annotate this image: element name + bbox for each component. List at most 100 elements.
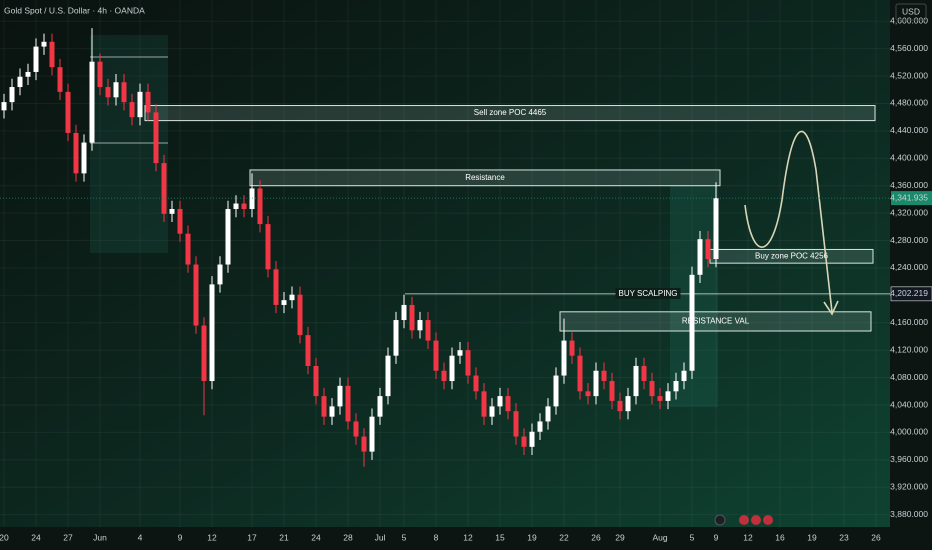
candle-body (553, 375, 559, 407)
candle-body (593, 370, 599, 397)
x-tick-label: 9 (714, 532, 719, 542)
x-tick-label: 28 (343, 532, 353, 542)
y-tick-label: 4,480.000 (890, 98, 928, 108)
x-tick-label: 4 (138, 532, 143, 542)
currency-box (895, 3, 927, 21)
candle-body (489, 406, 495, 417)
candle-body (329, 406, 335, 417)
y-tick-label: 3,960.000 (890, 454, 928, 464)
zone (249, 169, 721, 187)
y-tick-label: 4,160.000 (890, 317, 928, 327)
candle-body (569, 340, 575, 356)
candle-body (121, 82, 127, 103)
candle-body (257, 188, 263, 225)
candle-body (617, 400, 623, 412)
x-tick-label: 12 (207, 532, 217, 542)
zone (559, 311, 872, 332)
time-axis-bg (0, 527, 932, 550)
candle-body (265, 224, 271, 270)
candle-body (17, 76, 23, 88)
candle-body (185, 233, 191, 265)
candle-body (377, 396, 383, 417)
candle-body (497, 396, 503, 407)
candle-body (209, 284, 215, 382)
zone-label: RESISTANCE VAL (682, 317, 750, 326)
level-label-bg (615, 287, 681, 299)
x-tick-label: 29 (615, 532, 625, 542)
candle-body (49, 41, 55, 68)
price-marker-label: 4,202.219 (890, 288, 928, 298)
candle-body (481, 391, 487, 417)
candle-body (249, 188, 255, 210)
y-tick-label: 4,080.000 (890, 372, 928, 382)
chart-title: Gold Spot / U.S. Dollar · 4h · OANDA (4, 5, 145, 15)
level-label: BUY SCALPING (619, 289, 678, 298)
candle-body (161, 163, 167, 214)
y-tick-label: 3,920.000 (890, 482, 928, 492)
y-tick-label: 4,360.000 (890, 180, 928, 190)
candle-body (217, 264, 223, 285)
candle-body (361, 436, 367, 452)
projection-arrow (744, 130, 833, 313)
candle-body (281, 300, 287, 305)
zone-label: Resistance (465, 173, 505, 182)
candle-body (9, 87, 15, 103)
candle-body (353, 421, 359, 437)
event-icon[interactable] (739, 515, 749, 525)
y-tick-label: 4,560.000 (890, 43, 928, 53)
y-tick-label: 4,280.000 (890, 235, 928, 245)
candle-body (601, 370, 607, 382)
x-tick-label: 27 (63, 532, 73, 542)
candle-body (97, 61, 103, 88)
candle-body (193, 264, 199, 326)
candle-body (337, 385, 343, 407)
candle-body (129, 102, 135, 118)
price-marker-label: 4,341.935 (890, 192, 928, 202)
candle-body (665, 391, 671, 401)
candle-body (513, 411, 519, 437)
x-tick-label: 5 (402, 532, 407, 542)
y-tick-label: 4,400.000 (890, 153, 928, 163)
candle-body (369, 416, 375, 452)
event-icon[interactable] (751, 515, 761, 525)
candle-body (105, 87, 111, 98)
event-icon[interactable] (763, 515, 773, 525)
candle-body (33, 46, 39, 72)
candle-body (25, 71, 31, 77)
x-tick-label: 26 (871, 532, 881, 542)
candle-body (393, 320, 399, 356)
candle-body (233, 203, 239, 210)
candle-body (585, 391, 591, 397)
candle-body (385, 355, 391, 397)
candle-body (609, 381, 615, 401)
x-tick-label: Jun (93, 532, 107, 542)
x-tick-label: 24 (311, 532, 321, 542)
candle-body (521, 436, 527, 447)
x-tick-label: 19 (807, 532, 817, 542)
x-tick-label: 9 (178, 532, 183, 542)
price-marker-bg (890, 286, 932, 302)
candle-body (57, 67, 63, 92)
candle-body (313, 365, 319, 397)
candle-body (225, 209, 231, 265)
candle-body (465, 350, 471, 376)
candle-body (449, 355, 455, 382)
x-tick-label: 23 (839, 532, 849, 542)
candle-body (297, 294, 303, 336)
x-tick-label: 24 (31, 532, 41, 542)
candle-body (505, 396, 511, 412)
event-icon[interactable] (714, 514, 726, 526)
candle-body (425, 320, 431, 341)
candles (1, 28, 719, 467)
candle-body (401, 304, 407, 321)
x-tick-label: 19 (527, 532, 537, 542)
candle-body (169, 209, 175, 214)
candle-body (273, 269, 279, 305)
candle-body (681, 370, 687, 382)
zone (144, 105, 876, 122)
x-tick-label: 5 (690, 532, 695, 542)
candle-body (73, 132, 79, 174)
candle-body (441, 370, 447, 382)
